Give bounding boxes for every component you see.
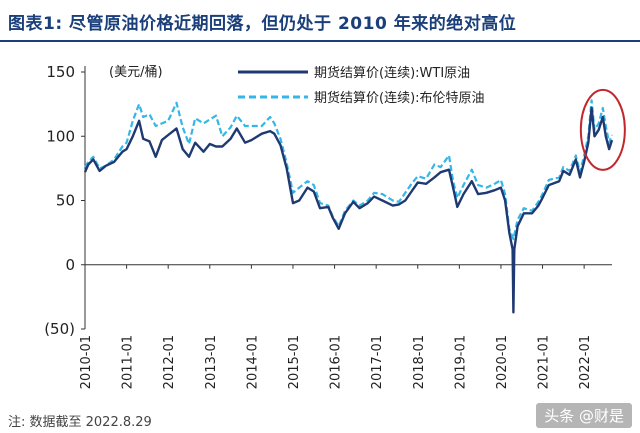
title-divider [0, 40, 640, 42]
x-tick-label: 2020-01 [495, 335, 510, 389]
title-bar: 图表1: 尽管原油价格近期回落，但仍处于 2010 年来的绝对高位 [0, 0, 640, 40]
x-tick-label: 2018-01 [412, 335, 427, 389]
watermark: 头条 @财是 [536, 403, 632, 428]
x-tick-label: 2013-01 [204, 335, 219, 389]
x-tick-label: 2021-01 [537, 335, 552, 389]
x-tick-label: 2022-01 [578, 335, 593, 389]
x-tick-label: 2017-01 [370, 335, 385, 389]
page-title: 图表1: 尽管原油价格近期回落，但仍处于 2010 年来的绝对高位 [8, 14, 517, 34]
y-tick-label: 100 [46, 127, 75, 145]
x-tick-label: 2014-01 [245, 335, 260, 389]
series-line-brent [84, 99, 614, 241]
legend-label: 期货结算价(连续):布伦特原油 [314, 90, 485, 106]
y-unit-label: (美元/桶) [109, 65, 163, 80]
x-tick-label: 2016-01 [329, 335, 344, 389]
x-tick-label: 2015-01 [287, 335, 302, 389]
x-tick-label: 2019-01 [453, 335, 468, 389]
y-tick-label: 50 [56, 192, 75, 210]
series-line-wti [83, 106, 614, 314]
x-tick-label: 2010-01 [79, 335, 94, 389]
y-tick-label: (50) [44, 320, 75, 338]
y-tick-label: 0 [65, 256, 75, 274]
x-tick-label: 2012-01 [162, 335, 177, 389]
oil-price-chart: 150 100 50 0 (50) (美元/桶) 2010-01 2011-01 2012-01… [44, 63, 626, 389]
x-tick-label: 2011-01 [121, 335, 136, 389]
highlight-circle [579, 88, 626, 171]
y-tick-label: 150 [46, 63, 75, 81]
source-note: 注: 数据截至 2022.8.29 [8, 415, 152, 430]
legend-label: 期货结算价(连续):WTI原油 [314, 65, 470, 81]
